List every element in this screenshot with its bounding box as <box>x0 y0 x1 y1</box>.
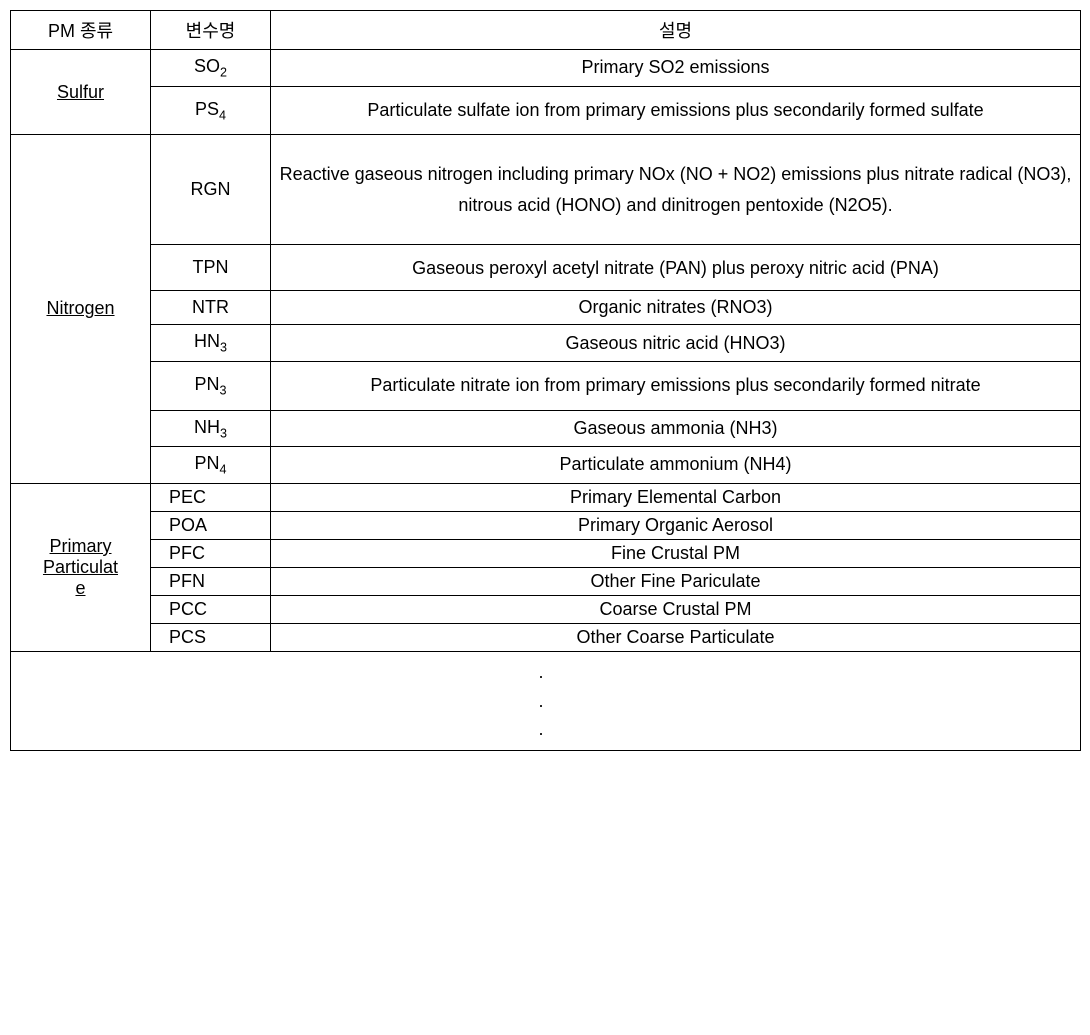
var-cell: NTR <box>151 291 271 325</box>
desc-cell: Particulate nitrate ion from primary emi… <box>271 361 1081 410</box>
table-row: POA Primary Organic Aerosol <box>11 511 1081 539</box>
desc-cell: Other Coarse Particulate <box>271 623 1081 651</box>
table-row: TPN Gaseous peroxyl acetyl nitrate (PAN)… <box>11 245 1081 291</box>
continuation-cell: ... <box>11 651 1081 750</box>
var-text: RGN <box>191 179 231 199</box>
table-row: NH3 Gaseous ammonia (NH3) <box>11 410 1081 447</box>
var-text: TPN <box>193 257 229 277</box>
table-row: NTR Organic nitrates (RNO3) <box>11 291 1081 325</box>
var-text: PN3 <box>194 374 226 394</box>
desc-cell: Gaseous nitric acid (HNO3) <box>271 325 1081 362</box>
var-cell: POA <box>151 511 271 539</box>
header-type: PM 종류 <box>11 11 151 50</box>
table-row: PN4 Particulate ammonium (NH4) <box>11 447 1081 484</box>
desc-cell: Primary SO2 emissions <box>271 50 1081 87</box>
group-label-primary-particulate: PrimaryParticulate <box>11 483 151 651</box>
var-text: POA <box>169 515 207 535</box>
var-text: PEC <box>169 487 206 507</box>
var-text: PFN <box>169 571 205 591</box>
table-row: Nitrogen RGN Reactive gaseous nitrogen i… <box>11 135 1081 245</box>
var-cell: NH3 <box>151 410 271 447</box>
var-text: NTR <box>192 297 229 317</box>
table-header-row: PM 종류 변수명 설명 <box>11 11 1081 50</box>
var-text: PCC <box>169 599 207 619</box>
var-text: PS4 <box>195 99 226 119</box>
table-row: HN3 Gaseous nitric acid (HNO3) <box>11 325 1081 362</box>
continuation-row: ... <box>11 651 1081 750</box>
desc-cell: Reactive gaseous nitrogen including prim… <box>271 135 1081 245</box>
var-cell: PEC <box>151 483 271 511</box>
var-cell: RGN <box>151 135 271 245</box>
table-row: PrimaryParticulate PEC Primary Elemental… <box>11 483 1081 511</box>
desc-cell: Other Fine Pariculate <box>271 567 1081 595</box>
var-cell: SO2 <box>151 50 271 87</box>
desc-cell: Organic nitrates (RNO3) <box>271 291 1081 325</box>
var-cell: PCC <box>151 595 271 623</box>
var-cell: HN3 <box>151 325 271 362</box>
var-cell: PN3 <box>151 361 271 410</box>
var-cell: PFN <box>151 567 271 595</box>
table-row: PN3 Particulate nitrate ion from primary… <box>11 361 1081 410</box>
var-text: PFC <box>169 543 205 563</box>
header-desc: 설명 <box>271 11 1081 50</box>
desc-cell: Primary Elemental Carbon <box>271 483 1081 511</box>
var-text: NH3 <box>194 417 227 437</box>
desc-cell: Coarse Crustal PM <box>271 595 1081 623</box>
var-cell: TPN <box>151 245 271 291</box>
group-label-nitrogen: Nitrogen <box>11 135 151 484</box>
pm-variables-table: PM 종류 변수명 설명 Sulfur SO2 Primary SO2 emis… <box>10 10 1081 751</box>
table-row: Sulfur SO2 Primary SO2 emissions <box>11 50 1081 87</box>
table-row: PCS Other Coarse Particulate <box>11 623 1081 651</box>
var-text: PN4 <box>194 453 226 473</box>
desc-cell: Primary Organic Aerosol <box>271 511 1081 539</box>
table-row: PS4 Particulate sulfate ion from primary… <box>11 86 1081 135</box>
group-label-sulfur: Sulfur <box>11 50 151 135</box>
var-cell: PS4 <box>151 86 271 135</box>
var-cell: PFC <box>151 539 271 567</box>
desc-cell: Fine Crustal PM <box>271 539 1081 567</box>
table-row: PCC Coarse Crustal PM <box>11 595 1081 623</box>
desc-cell: Particulate ammonium (NH4) <box>271 447 1081 484</box>
var-text: HN3 <box>194 331 227 351</box>
header-var: 변수명 <box>151 11 271 50</box>
desc-cell: Gaseous peroxyl acetyl nitrate (PAN) plu… <box>271 245 1081 291</box>
var-text: PCS <box>169 627 206 647</box>
var-cell: PN4 <box>151 447 271 484</box>
table-row: PFN Other Fine Pariculate <box>11 567 1081 595</box>
desc-cell: Particulate sulfate ion from primary emi… <box>271 86 1081 135</box>
var-cell: PCS <box>151 623 271 651</box>
var-text: SO2 <box>194 56 227 76</box>
table-row: PFC Fine Crustal PM <box>11 539 1081 567</box>
desc-cell: Gaseous ammonia (NH3) <box>271 410 1081 447</box>
